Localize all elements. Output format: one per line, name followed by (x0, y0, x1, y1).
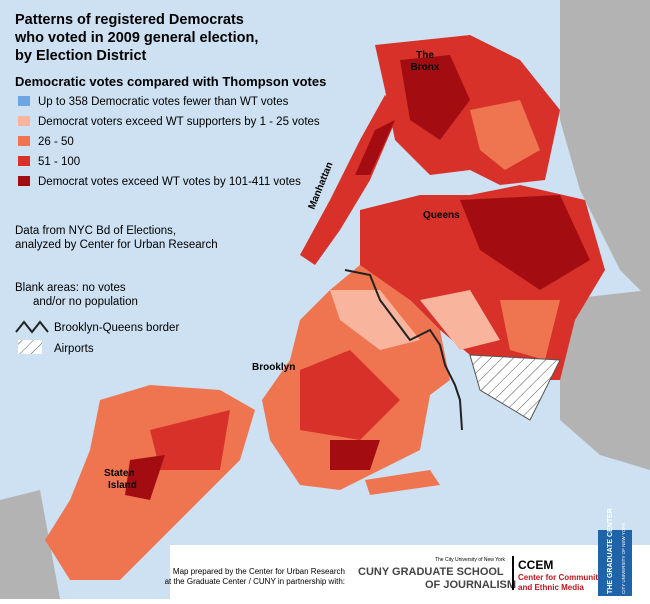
legend-swatch (18, 136, 30, 146)
brooklyn-patch (300, 350, 400, 440)
logo-text: and Ethnic Media (518, 583, 584, 592)
staten-patch (150, 410, 230, 470)
logo-text: CCEM (518, 558, 553, 572)
legend-swatch (18, 96, 30, 106)
legend-label: 26 - 50 (38, 136, 74, 148)
credits: Map prepared by the Center for Urban Res… (173, 567, 345, 576)
legend-swatch (18, 116, 30, 126)
manhattan-patch (355, 120, 395, 175)
logo-text: The City University of New York (435, 557, 506, 563)
subtitle: Democratic votes compared with Thompson … (15, 74, 326, 89)
logo-text: Center for Community (518, 573, 603, 582)
logo-bar (512, 556, 514, 590)
legend-label: Democrat voters exceed WT supporters by … (38, 116, 320, 128)
bronx-patch (470, 100, 540, 170)
border-symbol (15, 320, 49, 334)
land-nj (0, 490, 60, 599)
place-label: Staten (104, 468, 135, 479)
brooklyn-queens-border (344, 269, 463, 431)
place-label: The (416, 50, 434, 61)
note: analyzed by Center for Urban Research (15, 239, 218, 251)
logo-text: OF JOURNALISM (425, 579, 516, 591)
queens-patch (420, 290, 500, 350)
legend-label: Up to 358 Democratic votes fewer than WT… (38, 96, 289, 108)
legend-label: Democrat votes exceed WT votes by 101-41… (38, 176, 301, 188)
title: Patterns of registered Democrats (15, 12, 244, 28)
title: who voted in 2009 general election, (14, 30, 258, 46)
land-nassau-north (560, 0, 650, 300)
airport-jfk (469, 354, 561, 421)
staten-patch (125, 455, 165, 500)
land-nassau (560, 290, 650, 470)
note: and/or no population (33, 296, 138, 308)
credits: at the Graduate Center / CUNY in partner… (165, 577, 345, 586)
legend-label: 51 - 100 (38, 156, 80, 168)
brooklyn-patch (330, 290, 420, 350)
legend-swatch (18, 156, 30, 166)
place-label: Island (108, 480, 137, 491)
credits-box (170, 545, 650, 599)
logo-text: THE GRADUATE CENTER (607, 508, 614, 594)
brooklyn-patch (330, 440, 380, 470)
note: Blank areas: no votes (15, 282, 126, 294)
note: Airports (54, 343, 94, 355)
note: Brooklyn-Queens border (54, 322, 179, 334)
rockaway (365, 470, 440, 495)
queens-patch (500, 300, 560, 360)
gc-logo (598, 530, 632, 596)
legend-swatch (18, 176, 30, 186)
place-label: Brooklyn (252, 362, 295, 373)
airport-symbol (18, 340, 42, 354)
logo-text: CUNY GRADUATE SCHOOL (358, 566, 504, 578)
bronx-patch (400, 55, 470, 140)
legend: Up to 358 Democratic votes fewer than WT… (18, 96, 320, 188)
logo-text: CITY UNIVERSITY OF NEW YORK (621, 522, 626, 594)
note: Data from NYC Bd of Elections, (15, 225, 176, 237)
title: by Election District (15, 48, 147, 64)
place-label: Bronx (411, 62, 440, 73)
queens-patch (460, 195, 590, 290)
place-label: Queens (423, 210, 460, 221)
